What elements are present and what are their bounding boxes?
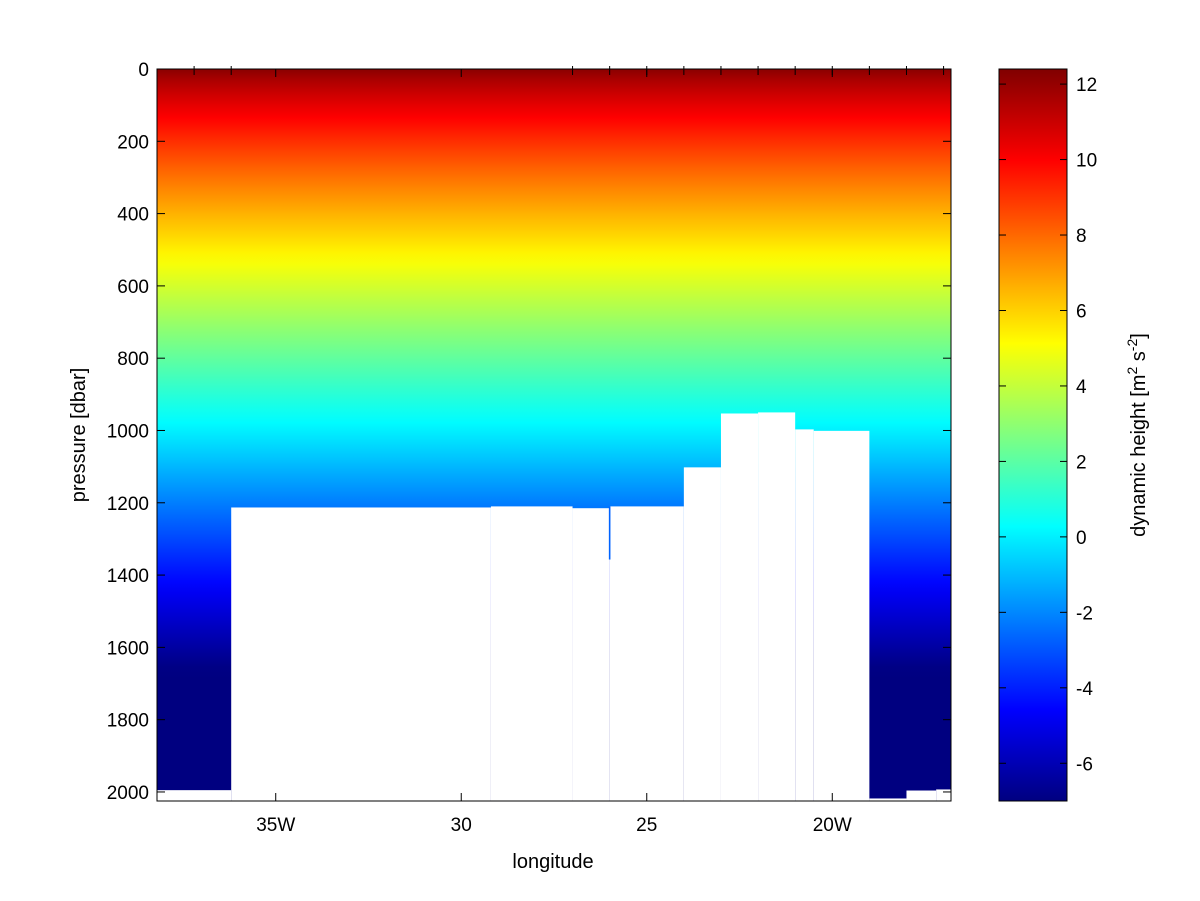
- plot-frame: [156, 68, 952, 802]
- seafloor-segment-4: [609, 506, 684, 801]
- y-tick-label-10: 2000: [107, 783, 149, 804]
- seafloor-segment-5: [683, 467, 721, 801]
- colorbar-axis: 12 10 8 6 4 2 0 -2 -4 -6: [999, 75, 1097, 775]
- colorbar-tick-label-2: 8: [1076, 226, 1087, 247]
- seafloor-segment-8: [795, 429, 814, 801]
- colorbar-tick-label-5: 2: [1076, 452, 1087, 473]
- y-tick-label-9: 1800: [107, 711, 149, 732]
- seafloor-segment-10: [869, 798, 907, 801]
- seafloor-segment-11: [906, 790, 937, 801]
- y-tick-label-1: 200: [117, 132, 149, 153]
- colorbar-scale: [998, 68, 1068, 802]
- plot-area: [157, 69, 951, 801]
- seafloor-segment-6: [720, 413, 759, 801]
- seafloor-segment-12: [936, 789, 951, 801]
- x-tick-label-2: 25: [636, 815, 657, 836]
- y-tick-label-3: 600: [117, 277, 149, 298]
- colorbar-label-end: ]: [1128, 333, 1150, 339]
- colorbar-tick-label-3: 6: [1076, 301, 1087, 322]
- y-axis-label: pressure [dbar]: [68, 368, 90, 503]
- x-tick-label-3: 20W: [813, 815, 852, 836]
- y-tick-label-8: 1600: [107, 638, 149, 659]
- colorbar-label: dynamic height [m2 s-2]: [1124, 333, 1150, 537]
- colorbar-tick-label-8: -4: [1076, 679, 1093, 700]
- colorbar-tick-label-0: 12: [1076, 75, 1097, 96]
- colorbar-label-mid: s: [1128, 351, 1150, 367]
- y-tick-label-7: 1400: [107, 566, 149, 587]
- y-tick-label-4: 800: [117, 349, 149, 370]
- station-markers: [193, 66, 945, 75]
- seafloor-segment-9: [813, 430, 870, 801]
- y-tick-label-6: 1200: [107, 494, 149, 515]
- seafloor-segment-1: [231, 507, 491, 801]
- colorbar-tick-label-9: -6: [1076, 754, 1093, 775]
- seafloor-segment-7: [758, 412, 796, 801]
- colorbar-label-exp1: 2: [1124, 367, 1140, 375]
- colorbar-tick-label-4: 4: [1076, 377, 1087, 398]
- x-tick-label-0: 35W: [256, 815, 295, 836]
- y-tick-label-0: 0: [138, 60, 149, 81]
- colorbar-tick-label-1: 10: [1076, 151, 1097, 172]
- y-axis: 0 200 400 600 800 1000 1200 1400 1600 1800 2000: [107, 60, 951, 804]
- colorbar-label-exp2: -2: [1124, 339, 1140, 352]
- colorbar-tick-label-7: -2: [1076, 603, 1093, 624]
- x-tick-label-1: 30: [451, 815, 472, 836]
- x-axis: 35W 30 25 20W: [256, 69, 852, 836]
- colorbar-label-base: dynamic height [m: [1128, 375, 1150, 537]
- colorbar-tick-label-6: 0: [1076, 528, 1087, 549]
- x-axis-label: longitude: [512, 851, 593, 873]
- seafloor-segment-3: [572, 508, 610, 801]
- y-tick-label-5: 1000: [107, 421, 149, 442]
- y-tick-label-2: 400: [117, 205, 149, 226]
- seafloor-segment-2: [490, 506, 573, 801]
- seafloor-segment-0: [157, 790, 232, 801]
- seafloor-mask: [157, 412, 951, 801]
